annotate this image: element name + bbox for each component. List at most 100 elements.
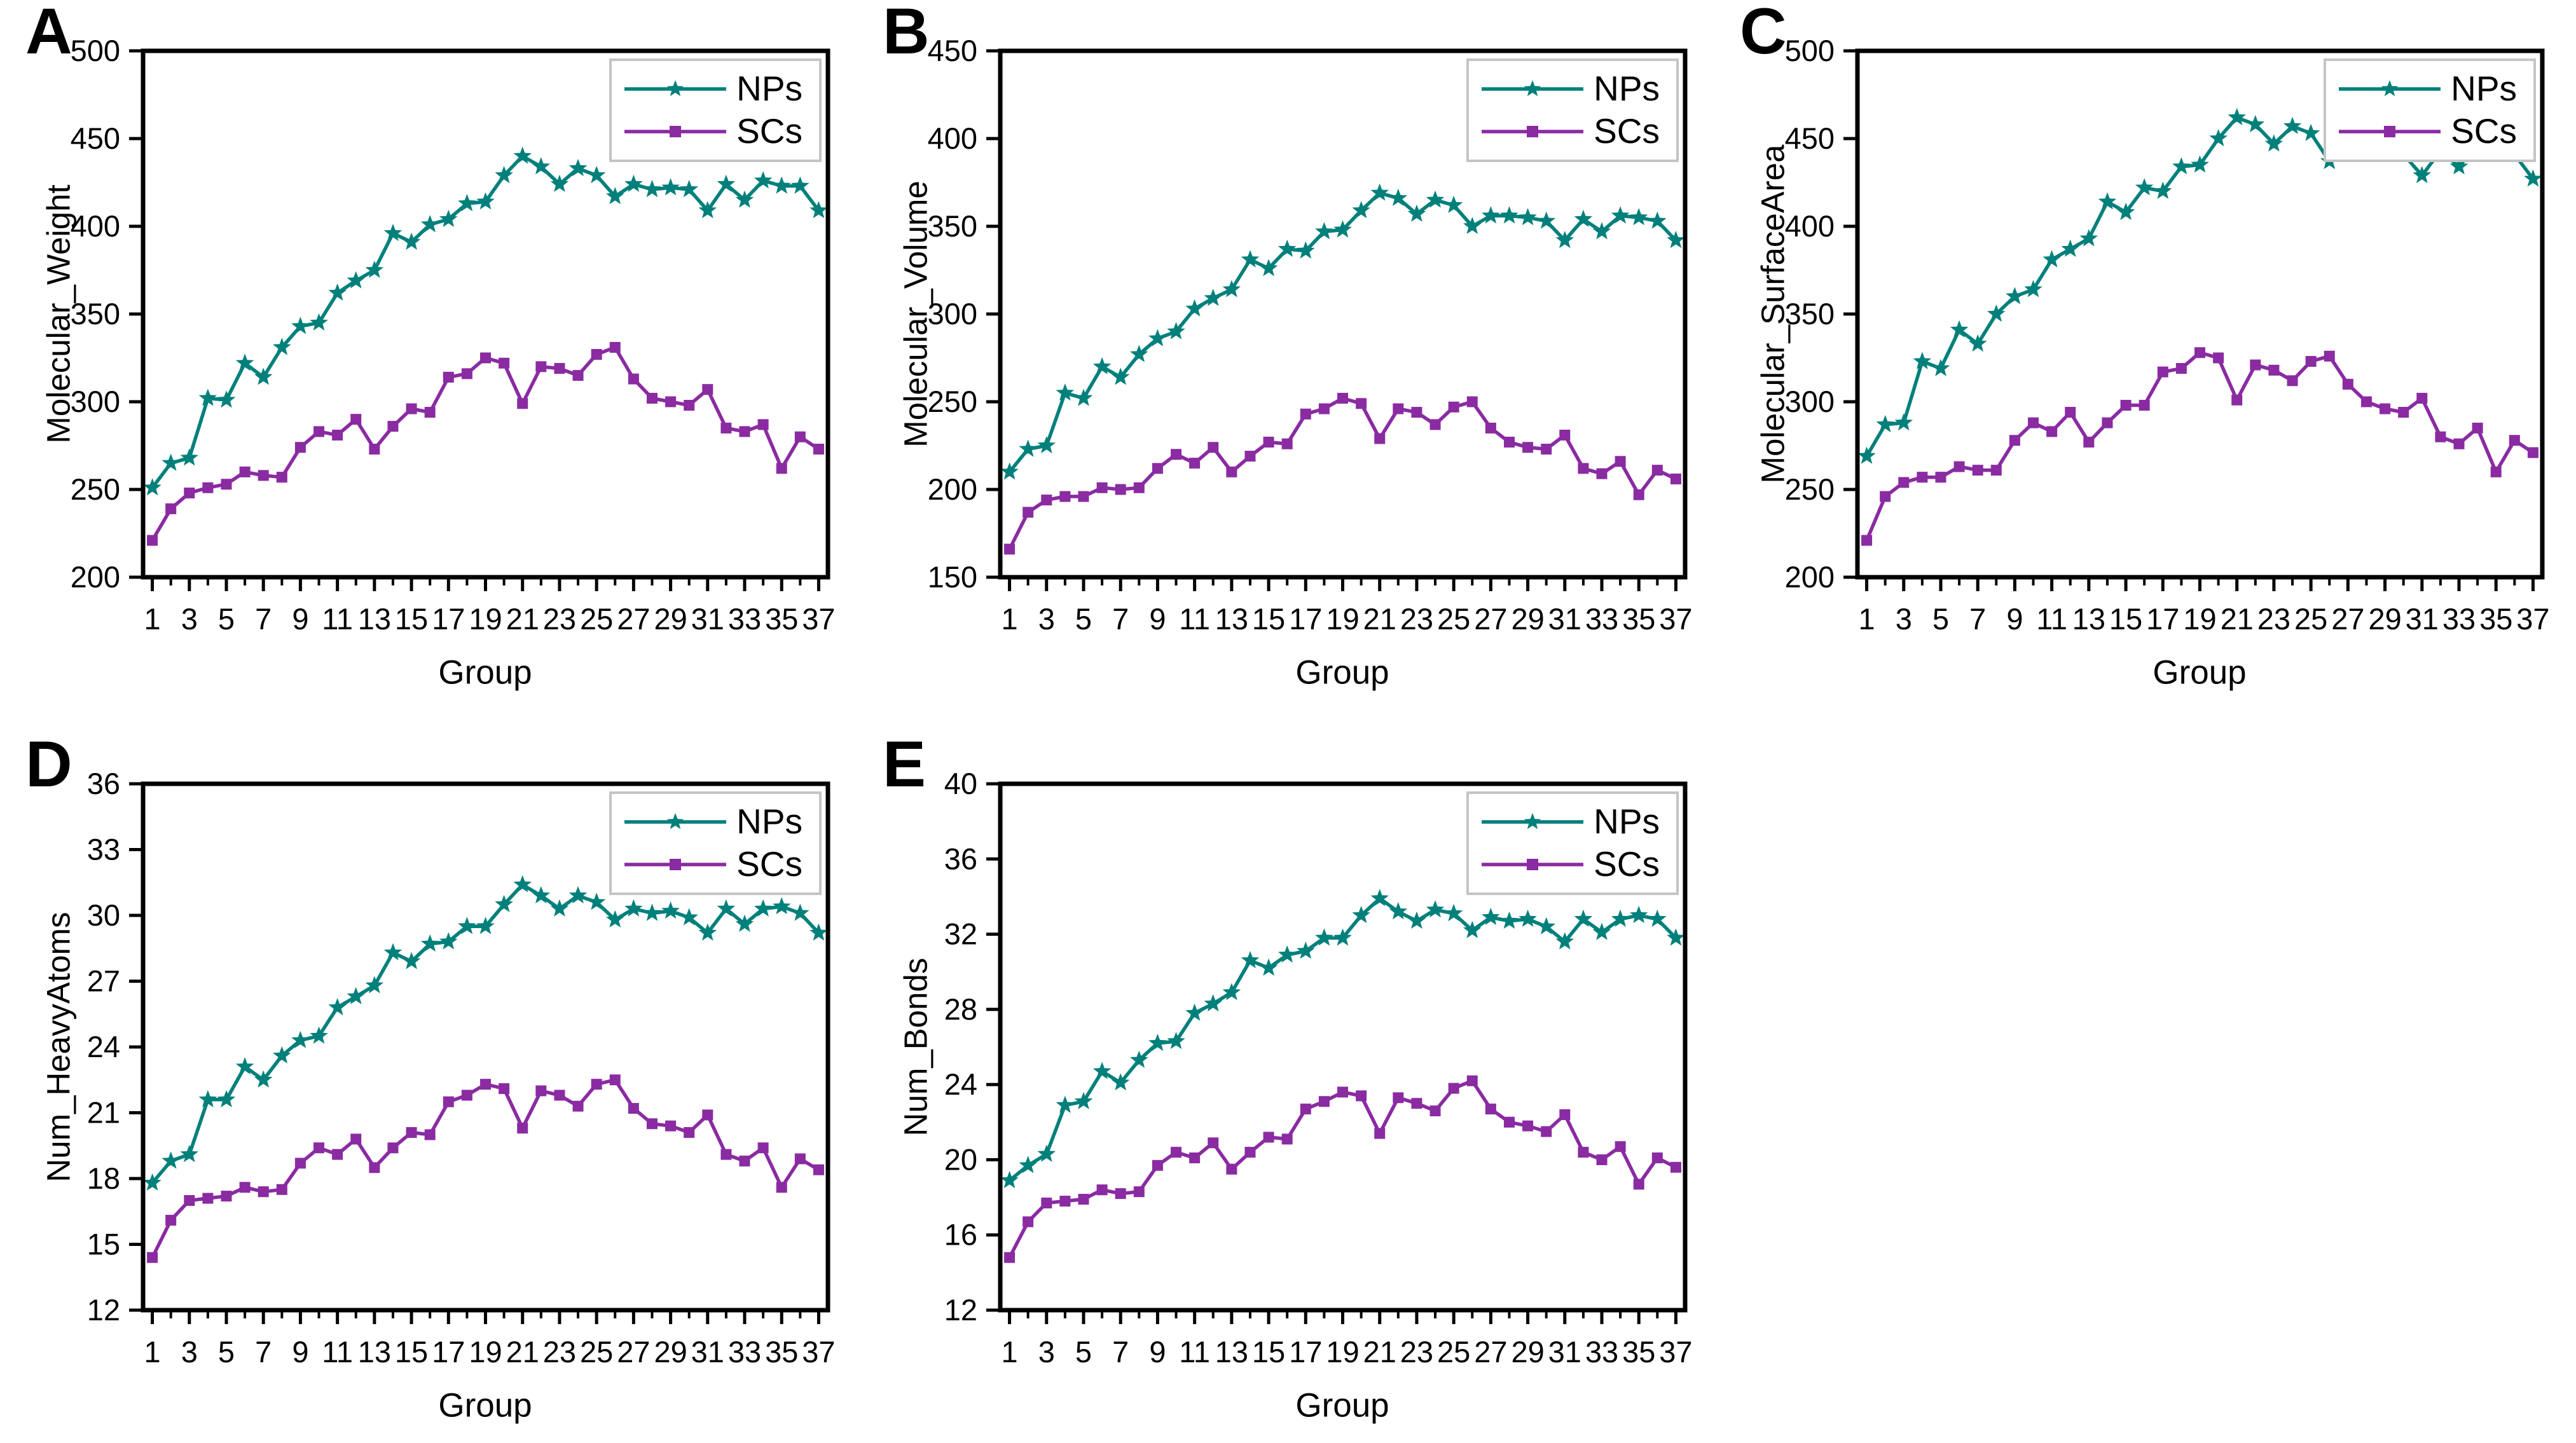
series-scs	[1004, 1075, 1681, 1263]
data-point-star	[1500, 206, 1519, 224]
y-tick-label: 27	[87, 964, 120, 998]
y-axis-title: Molecular_Weight	[40, 184, 77, 444]
x-axis-ticks: 1 3 5 7 9 11 13 15 17 19 21 23 25 27 29 31 33 35 37	[144, 577, 836, 636]
x-tick-label: 31	[691, 602, 724, 636]
legend-scs-label: SCs	[736, 111, 802, 151]
data-point-square	[1133, 482, 1145, 493]
legend-square-marker	[670, 125, 682, 137]
data-point-square	[2194, 347, 2205, 359]
data-point-square	[1880, 491, 1891, 502]
data-point-star	[1630, 906, 1648, 924]
data-point-square	[591, 1079, 602, 1090]
data-point-star	[1574, 909, 1593, 927]
data-point-star	[180, 1145, 198, 1163]
data-point-star	[1352, 201, 1370, 219]
y-axis-ticks: 150 200 250 300 350 400 450	[928, 34, 1000, 594]
y-tick-label: 12	[87, 1293, 120, 1327]
y-tick-label: 400	[71, 209, 120, 243]
data-point-square	[1004, 544, 1016, 555]
data-point-square	[1596, 468, 1608, 479]
data-point-star	[495, 894, 513, 912]
data-point-square	[2490, 466, 2502, 477]
legend-star-marker	[2381, 79, 2399, 96]
legend-scs-swatch	[624, 858, 727, 870]
data-point-star	[1648, 211, 1667, 229]
legend-nps-swatch	[624, 79, 727, 96]
x-tick-label: 23	[2257, 602, 2290, 636]
data-point-square	[2268, 364, 2280, 376]
panel-d: 12 15 18 21 24 27 30 33 36 1 3 5 7 9 11 13 15 17 19 21 23 25 2…	[25, 732, 858, 1442]
data-point-square	[1651, 465, 1663, 476]
series-nps	[143, 146, 828, 496]
x-tick-label: 9	[2006, 602, 2023, 636]
data-point-square	[443, 371, 454, 383]
x-tick-label: 13	[358, 1335, 391, 1369]
x-tick-label: 35	[1622, 1335, 1655, 1369]
x-tick-label: 11	[2036, 602, 2067, 636]
x-tick-label: 27	[617, 1335, 650, 1369]
data-point-star	[1241, 250, 1260, 268]
x-tick-label: 13	[1215, 602, 1248, 636]
x-tick-label: 21	[1363, 602, 1396, 636]
data-point-square	[184, 488, 195, 499]
x-tick-label: 35	[765, 602, 798, 636]
x-tick-label: 5	[1075, 602, 1092, 636]
legend-scs-swatch	[2339, 125, 2441, 137]
data-point-star	[1130, 345, 1148, 362]
legend-nps-swatch	[624, 812, 727, 829]
data-point-square	[794, 1153, 806, 1165]
data-point-square	[2028, 417, 2039, 428]
data-point-square	[702, 384, 713, 395]
data-point-star	[1000, 462, 1019, 480]
x-tick-label: 23	[1400, 602, 1433, 636]
data-point-star	[698, 923, 717, 941]
data-point-star	[1130, 1050, 1148, 1068]
legend-nps-label: NPs	[1594, 802, 1660, 841]
legend: NPs SCs	[609, 58, 822, 162]
data-point-star	[2264, 134, 2283, 152]
data-point-square	[1023, 1216, 1034, 1228]
data-point-star	[1185, 299, 1204, 317]
data-point-star	[1074, 388, 1093, 406]
x-tick-label: 15	[1252, 1335, 1285, 1369]
data-point-star	[458, 917, 476, 934]
series-line	[150, 154, 821, 489]
data-point-square	[202, 482, 214, 493]
series-line	[1007, 191, 1678, 474]
x-tick-label: 29	[2368, 602, 2401, 636]
plot-frame	[141, 781, 830, 1313]
data-point-square	[665, 396, 677, 407]
data-point-square	[684, 400, 695, 411]
x-axis-ticks: 1 3 5 7 9 11 13 15 17 19 21 23 25 27 29 31 33 35 37	[144, 1310, 836, 1369]
data-point-star	[2524, 169, 2542, 187]
data-point-star	[1315, 222, 1333, 240]
legend-square-marker	[2384, 125, 2396, 137]
data-point-star	[1352, 906, 1370, 924]
x-tick-label: 13	[358, 602, 391, 636]
data-point-square	[813, 444, 824, 455]
figure-row-2: 12 15 18 21 24 27 30 33 36 1 3 5 7 9 11 13 15 17 19 21 23 25 2…	[25, 732, 2576, 1442]
y-tick-label: 400	[1785, 209, 1835, 243]
data-point-square	[499, 357, 510, 369]
legend: NPs SCs	[1466, 58, 1679, 162]
data-point-square	[1651, 1152, 1663, 1163]
x-tick-label: 35	[765, 1335, 798, 1369]
data-point-star	[643, 903, 661, 921]
data-point-star	[235, 353, 254, 371]
data-point-star	[365, 261, 384, 278]
data-point-square	[554, 363, 565, 374]
x-tick-label: 9	[292, 1335, 308, 1369]
data-point-star	[1333, 928, 1352, 946]
y-tick-label: 300	[928, 297, 977, 331]
x-tick-label: 7	[255, 602, 272, 636]
data-point-star	[606, 187, 624, 205]
y-tick-label: 500	[1785, 34, 1835, 67]
data-point-square	[591, 348, 602, 360]
data-point-square	[480, 352, 491, 364]
x-tick-label: 11	[1179, 602, 1210, 636]
data-point-square	[1522, 1120, 1534, 1132]
legend-entry-nps: NPs	[622, 802, 802, 842]
data-point-star	[328, 283, 347, 301]
